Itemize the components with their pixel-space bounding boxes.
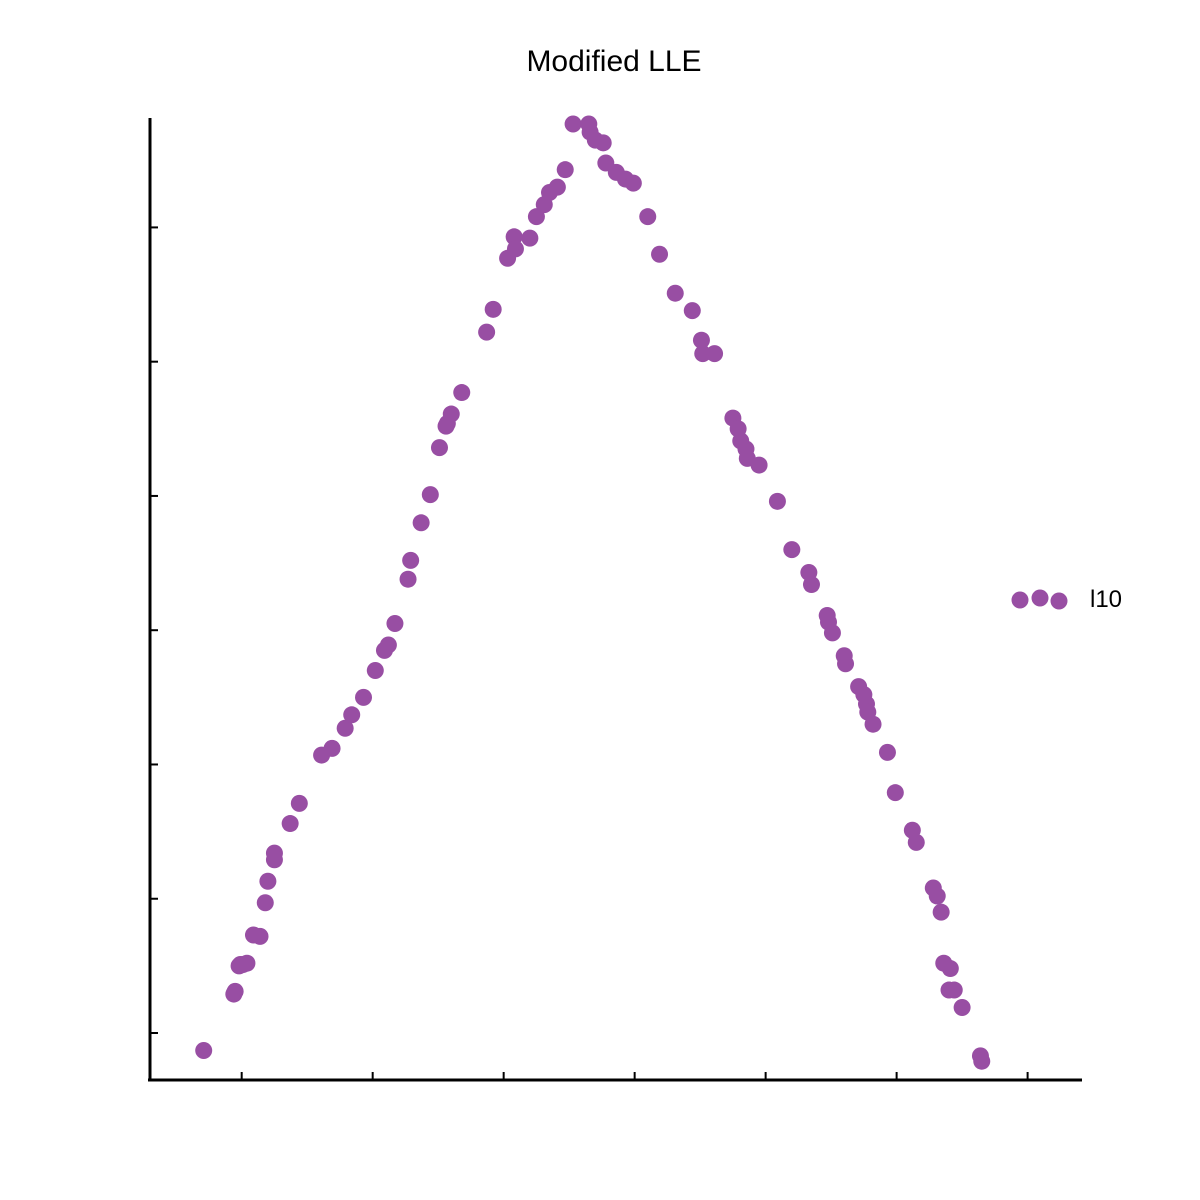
data-points (195, 115, 991, 1070)
scatter-point (878, 743, 896, 761)
scatter-point (941, 960, 959, 978)
scatter-point (226, 982, 244, 1000)
scatter-point (402, 551, 420, 569)
scatter-point (379, 636, 397, 654)
scatter-point (238, 954, 256, 972)
scatter-point (932, 903, 950, 921)
scatter-point (256, 894, 274, 912)
scatter-point (945, 981, 963, 999)
scatter-point (478, 323, 496, 341)
scatter-point (421, 486, 439, 504)
scatter-point (430, 439, 448, 457)
scatter-point (336, 719, 354, 737)
scatter-point (265, 844, 283, 862)
legend: l10 (1011, 586, 1122, 613)
axes (148, 118, 1082, 1082)
scatter-point (527, 208, 545, 226)
scatter-point (195, 1041, 213, 1059)
scatter-point (651, 245, 669, 263)
y-ticks (150, 226, 158, 1035)
scatter-point (683, 302, 701, 320)
scatter-point (639, 208, 657, 226)
scatter-point (564, 115, 582, 133)
scatter-point (484, 300, 502, 318)
scatter-point (692, 331, 710, 349)
scatter-point (343, 706, 361, 724)
scatter-point (355, 688, 373, 706)
scatter-point (864, 715, 882, 733)
x-ticks (240, 1072, 1029, 1080)
scatter-point (783, 541, 801, 559)
scatter-point (973, 1052, 991, 1070)
scatter-point (802, 576, 820, 594)
scatter-point (624, 174, 642, 192)
scatter-point (953, 998, 971, 1016)
scatter-point (281, 815, 299, 833)
scatter-point (399, 570, 417, 588)
scatter-point (453, 384, 471, 402)
scatter-point (251, 927, 269, 945)
scatter-point (442, 405, 460, 423)
scatter-point (823, 624, 841, 642)
legend-marker (1011, 591, 1029, 609)
scatter-point (837, 655, 855, 673)
scatter-point (907, 833, 925, 851)
scatter-point (323, 739, 341, 757)
scatter-point (259, 872, 277, 890)
chart-title: Modified LLE (526, 45, 701, 78)
scatter-point (666, 284, 684, 302)
legend-marker (1031, 589, 1049, 607)
scatter-point (386, 614, 404, 632)
scatter-point (594, 134, 612, 152)
scatter-point (750, 456, 768, 474)
scatter-point (366, 661, 384, 679)
scatter-point (694, 345, 712, 363)
scatter-point (412, 514, 430, 532)
legend-label: l10 (1090, 586, 1122, 613)
scatter-point (886, 784, 904, 802)
scatter-point (290, 794, 308, 812)
scatter-point (928, 887, 946, 905)
scatter-point (521, 229, 539, 247)
scatter-point (768, 492, 786, 510)
scatter-point (706, 345, 724, 363)
legend-marker (1050, 592, 1068, 610)
scatter-point (506, 240, 524, 258)
scatter-point (556, 161, 574, 179)
scatter-point (548, 178, 566, 196)
